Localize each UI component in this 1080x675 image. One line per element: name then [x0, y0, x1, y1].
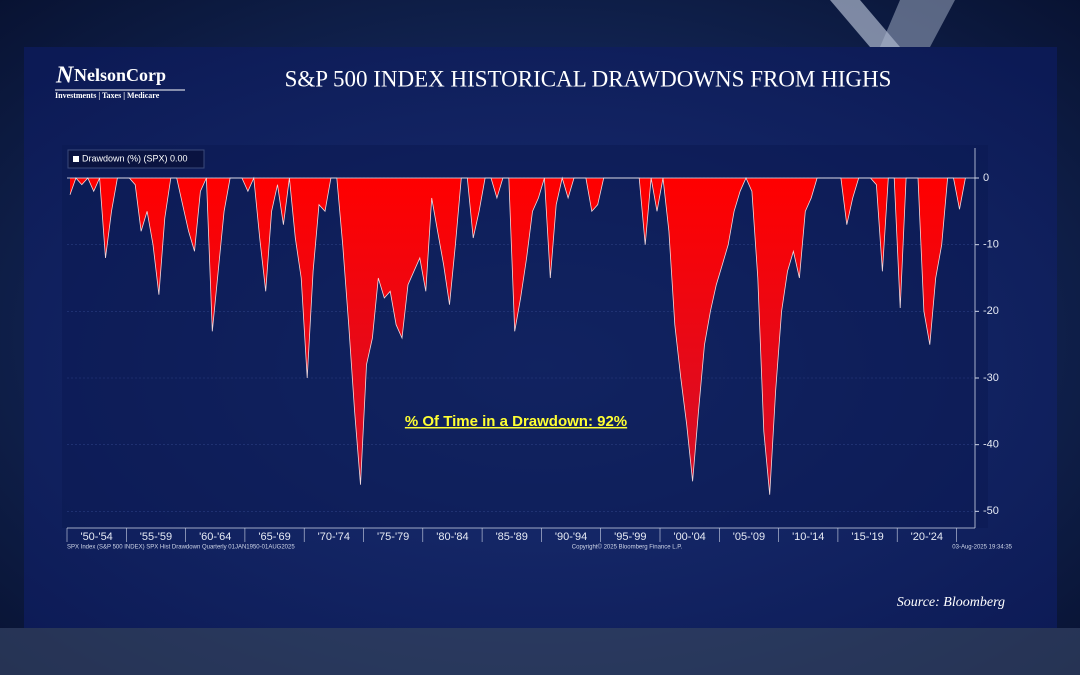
x-tick-label: '55-'59: [140, 531, 172, 543]
x-tick-label: '95-'99: [614, 531, 646, 543]
y-tick-label: -10: [983, 239, 999, 251]
x-tick-label: '80-'84: [436, 531, 468, 543]
x-tick-label: '65-'69: [258, 531, 290, 543]
y-tick-label: 0: [983, 172, 989, 184]
logo-name: NelsonCorp: [74, 65, 166, 85]
x-tick-label: '70-'74: [318, 531, 350, 543]
legend-swatch: [73, 156, 79, 162]
backdrop-stripe: [830, 0, 900, 47]
x-tick-label: '50-'54: [80, 531, 112, 543]
footer-right: 03-Aug-2025 19:34:35: [952, 545, 1012, 551]
x-tick-label: '10-'14: [792, 531, 824, 543]
x-tick-label: '90-'94: [555, 531, 587, 543]
x-tick-label: '20-'24: [911, 531, 943, 543]
logo: N NelsonCorp Investments | Taxes | Medic…: [55, 63, 185, 100]
x-tick-label: '75-'79: [377, 531, 409, 543]
backdrop-floor: [0, 628, 1080, 675]
x-tick-label: '05-'09: [733, 531, 765, 543]
footer-left: SPX Index (S&P 500 INDEX) SPX Hist Drawd…: [67, 545, 295, 551]
logo-mark: N: [55, 63, 75, 89]
legend-box: [67, 149, 205, 169]
chart-title: S&P 500 INDEX HISTORICAL DRAWDOWNS FROM …: [285, 66, 892, 91]
footer-center: Copyright© 2025 Bloomberg Finance L.P.: [572, 544, 683, 551]
logo-tagline: Investments | Taxes | Medicare: [55, 91, 160, 100]
drawdown-area: [70, 178, 966, 495]
y-tick-label: -40: [983, 439, 999, 451]
y-tick-label: -20: [983, 305, 999, 317]
x-tick-label: '60-'64: [199, 531, 231, 543]
x-tick-label: '15-'19: [851, 531, 883, 543]
drawdown-line: [69, 176, 966, 495]
x-tick-label: '85-'89: [496, 531, 528, 543]
y-tick-label: -30: [983, 372, 999, 384]
annotation: % Of Time in a Drawdown: 92%: [405, 413, 627, 430]
y-tick-label: -50: [983, 505, 999, 517]
legend-label: Drawdown (%) (SPX) 0.00: [82, 153, 188, 163]
source: Source: Bloomberg: [897, 595, 1005, 610]
backdrop-stripe: [880, 0, 955, 47]
x-tick-label: '00-'04: [673, 531, 705, 543]
